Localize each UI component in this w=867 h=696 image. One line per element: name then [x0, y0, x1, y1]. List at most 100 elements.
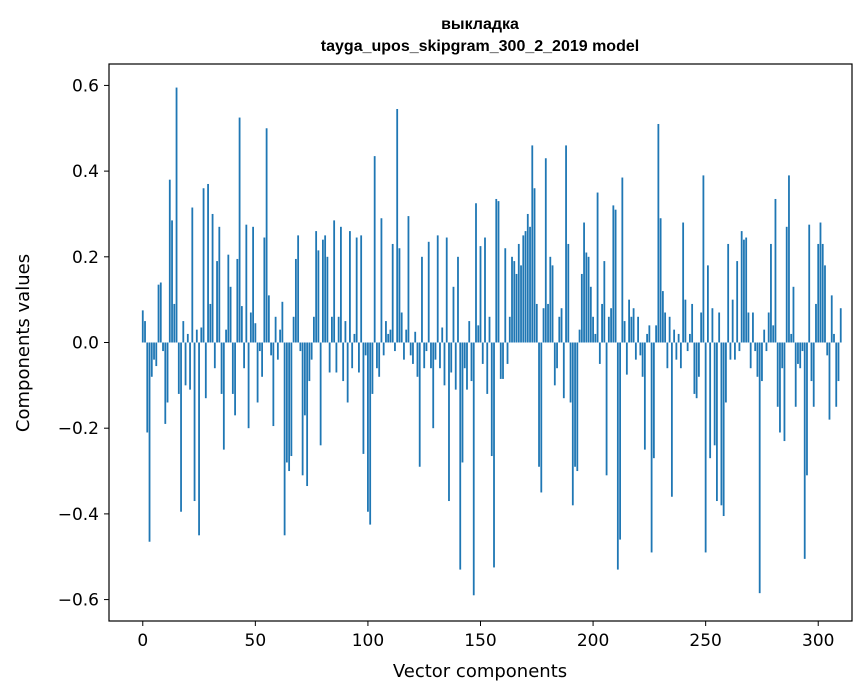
bar — [544, 158, 547, 343]
bar — [276, 342, 279, 360]
bar — [790, 333, 793, 343]
bar — [297, 235, 300, 343]
bar — [319, 342, 322, 446]
bar — [358, 342, 360, 373]
bar — [767, 312, 770, 343]
bar — [144, 321, 146, 343]
bar — [806, 342, 808, 476]
bar — [688, 333, 691, 343]
bar — [213, 342, 216, 369]
bar — [448, 342, 450, 502]
bar — [475, 203, 477, 343]
bar — [727, 243, 730, 343]
bar — [673, 329, 676, 343]
bar — [679, 342, 682, 369]
bar — [281, 301, 284, 343]
bar — [513, 261, 516, 343]
bar — [576, 342, 579, 472]
bar — [716, 342, 718, 502]
bar — [326, 256, 329, 343]
bar — [774, 198, 777, 343]
bar — [664, 312, 667, 343]
bar — [267, 295, 270, 343]
bar — [722, 342, 725, 517]
bar — [603, 261, 606, 343]
bar — [342, 342, 345, 382]
bar — [443, 342, 446, 386]
bar — [533, 188, 536, 343]
bar — [315, 231, 318, 343]
bar — [198, 342, 200, 536]
bar — [493, 342, 495, 568]
chart-title-line-1: выкладка — [441, 16, 519, 33]
y-tick-label: −0.2 — [58, 419, 99, 439]
bar — [430, 342, 432, 369]
bar — [418, 342, 421, 467]
bar — [373, 156, 376, 343]
bar — [360, 235, 363, 343]
bar — [195, 329, 198, 343]
bar — [184, 342, 187, 386]
bar — [641, 342, 644, 377]
bar — [186, 333, 189, 343]
bar — [562, 342, 565, 399]
bar — [770, 243, 772, 343]
x-tick-label: 250 — [689, 631, 721, 651]
bar — [605, 342, 608, 476]
bar — [776, 342, 779, 407]
bar — [520, 265, 522, 343]
bar — [661, 291, 664, 343]
bar — [567, 243, 570, 343]
bar — [245, 224, 248, 343]
bar — [162, 342, 164, 352]
bar — [729, 342, 732, 360]
bar — [423, 342, 426, 369]
bar — [409, 342, 412, 356]
bar — [783, 342, 786, 442]
bar — [738, 342, 741, 352]
bar — [191, 207, 194, 343]
bar — [364, 342, 367, 356]
bar — [258, 342, 261, 352]
bar — [175, 87, 178, 343]
bar — [821, 243, 824, 343]
bar — [614, 209, 617, 343]
bar — [594, 333, 597, 343]
bar — [252, 226, 254, 343]
bar — [292, 316, 295, 343]
bar — [234, 342, 236, 416]
bar — [153, 342, 155, 360]
bar — [164, 342, 167, 424]
bar — [621, 177, 624, 343]
y-axis-label: Components values — [13, 254, 34, 432]
bar — [551, 265, 554, 343]
bar — [240, 306, 243, 343]
bar — [441, 327, 444, 343]
bar — [463, 342, 466, 369]
bar — [261, 342, 263, 377]
bar — [398, 248, 401, 343]
bar — [495, 198, 498, 343]
y-tick-label: −0.4 — [58, 505, 99, 525]
bar — [317, 250, 320, 343]
bar — [506, 342, 509, 364]
bar — [472, 342, 475, 596]
bar — [380, 218, 383, 343]
bar — [670, 342, 673, 497]
bar — [558, 316, 561, 343]
bar — [522, 235, 525, 343]
bar — [625, 342, 628, 375]
x-tick-label: 50 — [245, 631, 267, 651]
bar — [711, 308, 714, 343]
bar — [684, 299, 687, 343]
bar — [209, 303, 212, 343]
bar — [279, 329, 282, 343]
bar — [432, 342, 435, 429]
bar — [578, 329, 581, 343]
bar — [207, 183, 209, 343]
bar — [389, 329, 392, 343]
bar — [367, 342, 369, 512]
bar — [407, 216, 410, 343]
bar — [416, 342, 419, 377]
